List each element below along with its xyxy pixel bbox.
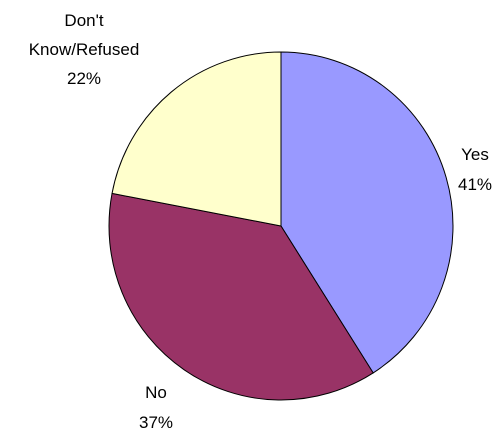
- pie-slice-no: [108, 192, 374, 401]
- pie-slice-yes: [280, 51, 454, 374]
- pie-slice-don-t-know-refused: [111, 51, 282, 227]
- pie-slices: [108, 51, 454, 401]
- label-yes-percent: 41%: [458, 175, 492, 194]
- label-no-name: No: [145, 383, 167, 402]
- label-dont-know-percent: 22%: [67, 69, 101, 88]
- label-dont-know-line1: Don't: [64, 11, 103, 30]
- label-no-percent: 37%: [139, 413, 173, 432]
- label-dont-know: Don't Know/Refused 22%: [29, 11, 140, 88]
- label-dont-know-line2: Know/Refused: [29, 40, 140, 59]
- label-no: No 37%: [139, 383, 173, 432]
- label-yes-name: Yes: [461, 145, 489, 164]
- label-yes: Yes 41%: [458, 145, 492, 194]
